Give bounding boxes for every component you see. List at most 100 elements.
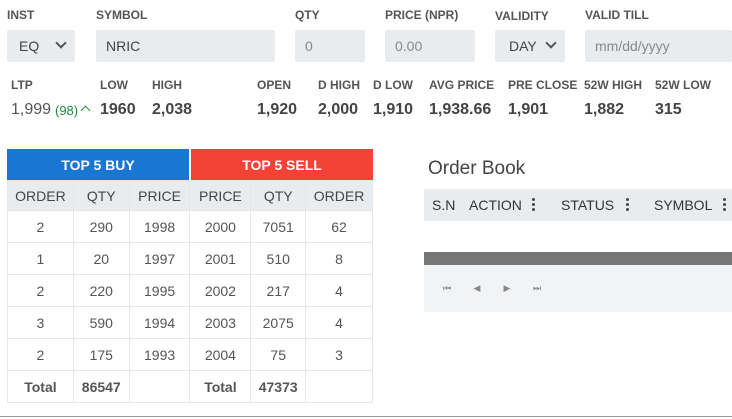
table-cell: 1997 — [128, 242, 191, 275]
table-row: 2 175 1993 2004 75 3 — [7, 338, 373, 371]
validity-select[interactable]: DAY — [495, 30, 565, 62]
low-label: LOW — [100, 78, 128, 92]
table-cell: 2000 — [189, 210, 252, 243]
ltp-value: 1,999 — [11, 101, 52, 118]
table-cell: 8 — [305, 242, 373, 275]
inst-select[interactable]: EQ — [7, 30, 75, 62]
table-cell: 290 — [72, 210, 130, 243]
table-row: 2 290 1998 2000 7051 62 — [7, 210, 373, 243]
column-menu-icon[interactable] — [723, 198, 727, 212]
table-cell: 4 — [305, 306, 373, 339]
table-cell: 3 — [305, 338, 373, 371]
table-cell: 1 — [7, 242, 74, 275]
order-book-title: Order Book — [428, 158, 526, 179]
inst-select-value: EQ — [19, 38, 40, 54]
horizontal-scrollbar[interactable] — [424, 252, 732, 265]
chevron-down-icon — [545, 37, 557, 49]
buy-total-value: 86547 — [72, 370, 130, 403]
totals-row: Total 86547 Total 47373 — [7, 370, 373, 403]
buy-order-header: ORDER — [7, 180, 74, 211]
table-cell: 2 — [7, 338, 74, 371]
table-cell: 1998 — [128, 210, 191, 243]
table-cell: 2 — [7, 210, 74, 243]
price-label: PRICE (NPR) — [385, 8, 459, 22]
market-depth-table: ORDER QTY PRICE PRICE QTY ORDER 2 290 19… — [7, 180, 373, 403]
buy-price-header: PRICE — [128, 180, 191, 211]
sell-qty-header: QTY — [250, 180, 307, 211]
order-book-pager: ⏮ ◀ ▶ ⏭ — [424, 265, 732, 312]
table-row: 3 590 1994 2003 2075 4 — [7, 306, 373, 339]
table-cell: 2 — [7, 274, 74, 307]
d-low-label: D LOW — [373, 78, 413, 92]
table-row: 2 220 1995 2002 217 4 — [7, 274, 373, 307]
validity-select-value: DAY — [509, 38, 537, 54]
table-cell: 75 — [250, 338, 307, 371]
avg-price-label: AVG PRICE — [429, 78, 495, 92]
open-value: 1,920 — [257, 101, 298, 118]
order-book-header: S.N ACTION STATUS SYMBOL — [424, 189, 732, 221]
price-input[interactable]: 0.00 — [385, 30, 475, 62]
sell-total-label: Total — [189, 370, 252, 403]
previous-page-icon[interactable]: ◀ — [473, 283, 481, 293]
table-cell: 220 — [72, 274, 130, 307]
next-page-icon[interactable]: ▶ — [503, 283, 511, 293]
table-cell: 175 — [72, 338, 130, 371]
table-cell: 590 — [72, 306, 130, 339]
column-menu-icon[interactable] — [626, 198, 630, 212]
sell-total-value: 47373 — [250, 370, 307, 403]
high-label: HIGH — [152, 78, 182, 92]
valid-till-placeholder: mm/dd/yyyy — [595, 38, 670, 54]
top-5-buy-header: TOP 5 BUY — [7, 149, 189, 180]
table-cell: 62 — [305, 210, 373, 243]
52w-low-value: 315 — [655, 101, 682, 118]
pre-close-value: 1,901 — [508, 101, 549, 118]
table-cell: 4 — [305, 274, 373, 307]
valid-till-label: VALID TILL — [585, 8, 649, 22]
chevron-down-icon — [55, 37, 67, 49]
52w-high-value: 1,882 — [584, 101, 625, 118]
open-label: OPEN — [257, 78, 292, 92]
table-cell: 3 — [7, 306, 74, 339]
buy-qty-header: QTY — [72, 180, 130, 211]
table-cell — [305, 370, 373, 403]
52w-low-label: 52W LOW — [655, 78, 711, 92]
ltp-label: LTP — [11, 78, 33, 92]
order-book-body — [424, 221, 732, 252]
qty-input[interactable]: 0 — [295, 30, 365, 62]
symbol-input-value: NRIC — [106, 38, 141, 54]
column-header-status[interactable]: STATUS — [561, 197, 615, 213]
table-cell — [128, 370, 191, 403]
sell-price-header: PRICE — [189, 180, 252, 211]
symbol-label: SYMBOL — [96, 8, 148, 22]
table-cell: 2004 — [189, 338, 252, 371]
depth-header-row: ORDER QTY PRICE PRICE QTY ORDER — [7, 180, 373, 211]
table-cell: 7051 — [250, 210, 307, 243]
first-page-icon[interactable]: ⏮ — [442, 283, 452, 293]
table-cell: 1993 — [128, 338, 191, 371]
table-cell: 1994 — [128, 306, 191, 339]
d-low-value: 1,910 — [373, 101, 414, 118]
table-cell: 217 — [250, 274, 307, 307]
qty-input-placeholder: 0 — [305, 38, 313, 54]
d-high-value: 2,000 — [318, 101, 359, 118]
symbol-input[interactable]: NRIC — [96, 30, 275, 62]
validity-label: VALIDITY — [495, 9, 549, 23]
last-page-icon[interactable]: ⏭ — [532, 283, 542, 293]
avg-price-value: 1,938.66 — [429, 101, 492, 118]
pre-close-label: PRE CLOSE — [508, 78, 578, 92]
table-cell: 20 — [72, 242, 130, 275]
column-header-sn[interactable]: S.N — [432, 197, 456, 213]
low-value: 1960 — [100, 101, 136, 118]
divider — [0, 416, 732, 417]
buy-total-label: Total — [7, 370, 74, 403]
price-input-placeholder: 0.00 — [395, 38, 423, 54]
52w-high-label: 52W HIGH — [584, 78, 643, 92]
qty-label: QTY — [295, 8, 320, 22]
table-cell: 2001 — [189, 242, 252, 275]
column-menu-icon[interactable] — [532, 198, 536, 212]
valid-till-input[interactable]: mm/dd/yyyy — [585, 30, 732, 62]
column-header-action[interactable]: ACTION — [469, 197, 522, 213]
table-cell: 2003 — [189, 306, 252, 339]
column-header-symbol[interactable]: SYMBOL — [654, 197, 713, 213]
d-high-label: D HIGH — [318, 78, 360, 92]
